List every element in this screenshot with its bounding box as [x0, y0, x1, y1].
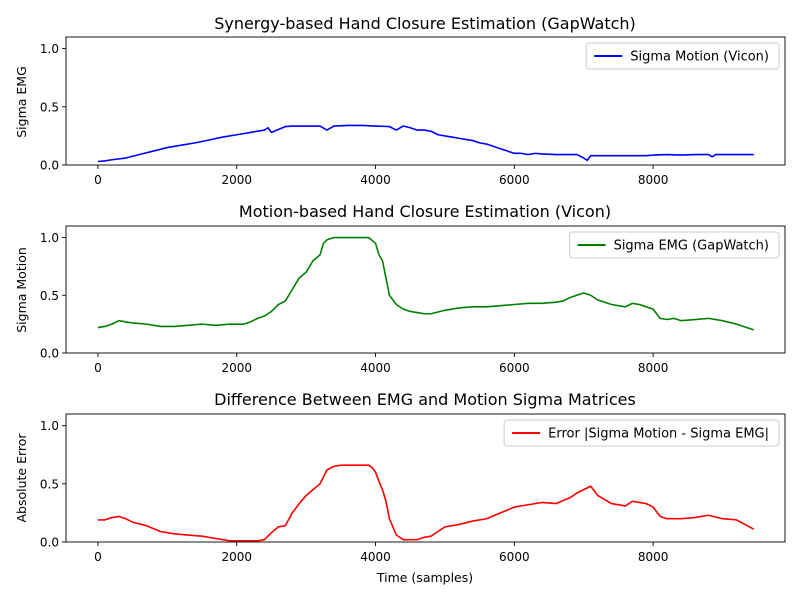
- emg-ytick-label: 1.0: [40, 42, 59, 56]
- motion-legend-box: [569, 231, 780, 259]
- error-legend-box: [503, 419, 780, 447]
- motion-xtick-label: 6000: [499, 361, 530, 375]
- motion-xtick-label: 0: [94, 361, 102, 375]
- error-panel-title: Difference Between EMG and Motion Sigma …: [214, 390, 636, 409]
- motion-series-line-0: [97, 236, 755, 331]
- emg-ytick-label: 0.0: [40, 159, 59, 173]
- error-panel: Difference Between EMG and Motion Sigma …: [14, 390, 786, 585]
- motion-panel-title: Motion-based Hand Closure Estimation (Vi…: [239, 202, 611, 221]
- error-axes-frame: [65, 413, 786, 543]
- motion-legend-label: Sigma EMG (GapWatch): [614, 239, 769, 254]
- error-ytick-label: 0.5: [40, 477, 59, 491]
- error-ytick-label: 1.0: [40, 419, 59, 433]
- motion-ytick-label: 1.0: [40, 231, 59, 245]
- emg-panel: Synergy-based Hand Closure Estimation (G…: [14, 14, 786, 187]
- emg-xtick-label: 2000: [221, 173, 252, 187]
- motion-axes-frame: [65, 225, 786, 354]
- error-xtick-label: 2000: [221, 550, 252, 564]
- error-legend-label: Error |Sigma Motion - Sigma EMG|: [548, 427, 769, 442]
- error-panel-xlabel: Time (samples): [376, 570, 473, 585]
- emg-xtick-label: 0: [94, 173, 102, 187]
- emg-xtick-label: 6000: [499, 173, 530, 187]
- error-xtick-label: 8000: [638, 550, 669, 564]
- emg-legend-box: [585, 42, 780, 70]
- error-xtick-label: 0: [94, 550, 102, 564]
- error-xtick-label: 6000: [499, 550, 530, 564]
- motion-xtick-label: 2000: [221, 361, 252, 375]
- motion-panel: Motion-based Hand Closure Estimation (Vi…: [14, 202, 786, 375]
- emg-panel-title: Synergy-based Hand Closure Estimation (G…: [214, 14, 636, 33]
- emg-xtick-label: 4000: [360, 173, 391, 187]
- error-ytick-label: 0.0: [40, 536, 59, 550]
- motion-xtick-label: 8000: [638, 361, 669, 375]
- motion-panel-ylabel: Sigma Motion: [14, 247, 29, 333]
- emg-ytick-label: 0.5: [40, 100, 59, 114]
- emg-xtick-label: 8000: [638, 173, 669, 187]
- motion-ytick-label: 0.0: [40, 347, 59, 361]
- emg-axes-frame: [65, 36, 786, 166]
- error-panel-ylabel: Absolute Error: [14, 433, 29, 523]
- error-series-line-0: [97, 464, 755, 542]
- emg-legend-label: Sigma Motion (Vicon): [630, 50, 769, 65]
- error-xtick-label: 4000: [360, 550, 391, 564]
- motion-xtick-label: 4000: [360, 361, 391, 375]
- emg-series-line-0: [97, 124, 754, 163]
- emg-panel-ylabel: Sigma EMG: [14, 66, 29, 138]
- motion-ytick-label: 0.5: [40, 289, 59, 303]
